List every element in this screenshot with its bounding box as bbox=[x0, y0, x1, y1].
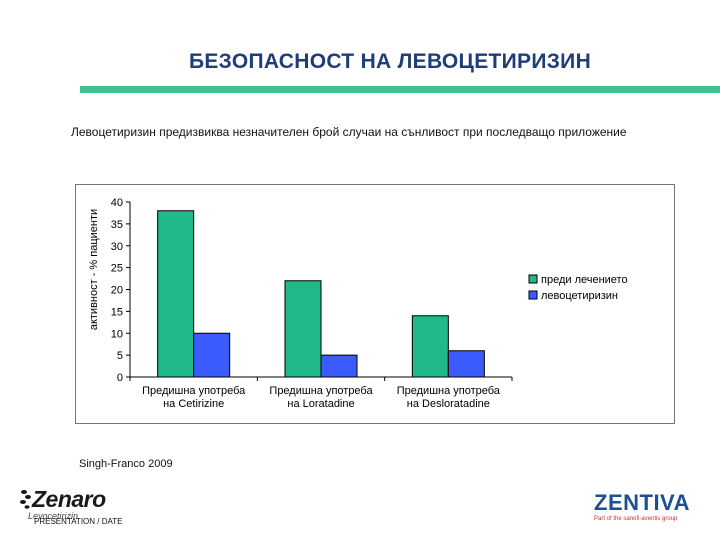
bar-levocetirizine bbox=[320, 354, 358, 378]
bar-chart: 0 5 10 15 20 25 30 35 40 активност - % пациенти Пр… bbox=[75, 184, 675, 424]
y-tick-label: 10 bbox=[111, 328, 123, 340]
x-category-label: Предишна употреба bbox=[142, 385, 246, 397]
presentation-date-label: PRESENTATION / DATE bbox=[34, 517, 123, 526]
source-citation: Singh-Franco 2009 bbox=[79, 458, 173, 470]
slide-subtitle: Левоцетиризин предизвиква незначителен б… bbox=[71, 125, 627, 139]
y-tick-label: 15 bbox=[111, 306, 123, 318]
legend-swatch bbox=[528, 290, 538, 300]
y-tick-label: 40 bbox=[111, 197, 123, 209]
y-tick-label: 20 bbox=[111, 285, 123, 297]
zenaro-subtitle: Levocetirizin bbox=[28, 511, 79, 521]
leaf-sprig-icon bbox=[20, 490, 31, 509]
x-category-label: на Desloratadine bbox=[407, 398, 490, 410]
y-tick-label: 35 bbox=[111, 219, 123, 231]
bar-before bbox=[284, 280, 322, 378]
legend-label: преди лечението bbox=[541, 274, 628, 286]
title-underline bbox=[80, 86, 720, 93]
y-tick-label: 25 bbox=[111, 263, 123, 275]
zentiva-wordmark: ZENTIVA bbox=[594, 490, 690, 515]
bar-before bbox=[411, 315, 449, 378]
x-category-label: на Cetirizine bbox=[163, 398, 224, 410]
legend-label: левоцетиризин bbox=[541, 290, 618, 302]
slide-title: БЕЗОПАСНОСТ НА ЛЕВОЦЕТИРИЗИН bbox=[188, 50, 592, 73]
y-tick-label: 0 bbox=[117, 372, 123, 384]
bar-levocetirizine bbox=[447, 350, 485, 378]
zenaro-logo: Zenaro Levocetirizin PRESENTATION / DATE bbox=[18, 486, 128, 526]
y-tick-label: 30 bbox=[111, 241, 123, 253]
legend-swatch bbox=[528, 274, 538, 284]
bar-before bbox=[157, 210, 195, 378]
x-category-label: Предишна употреба bbox=[397, 385, 501, 397]
x-category-label: на Loratadine bbox=[287, 398, 354, 410]
x-category-label: Предишна употреба bbox=[269, 385, 373, 397]
zenaro-wordmark: Zenaro bbox=[32, 486, 106, 512]
zentiva-logo: ZENTIVA Part of the sanofi-aventis group bbox=[592, 490, 692, 526]
bar-levocetirizine bbox=[193, 332, 231, 378]
y-axis-label: активност - % пациенти bbox=[88, 209, 100, 330]
zentiva-tagline: Part of the sanofi-aventis group bbox=[594, 516, 678, 522]
y-tick-label: 5 bbox=[117, 350, 123, 362]
